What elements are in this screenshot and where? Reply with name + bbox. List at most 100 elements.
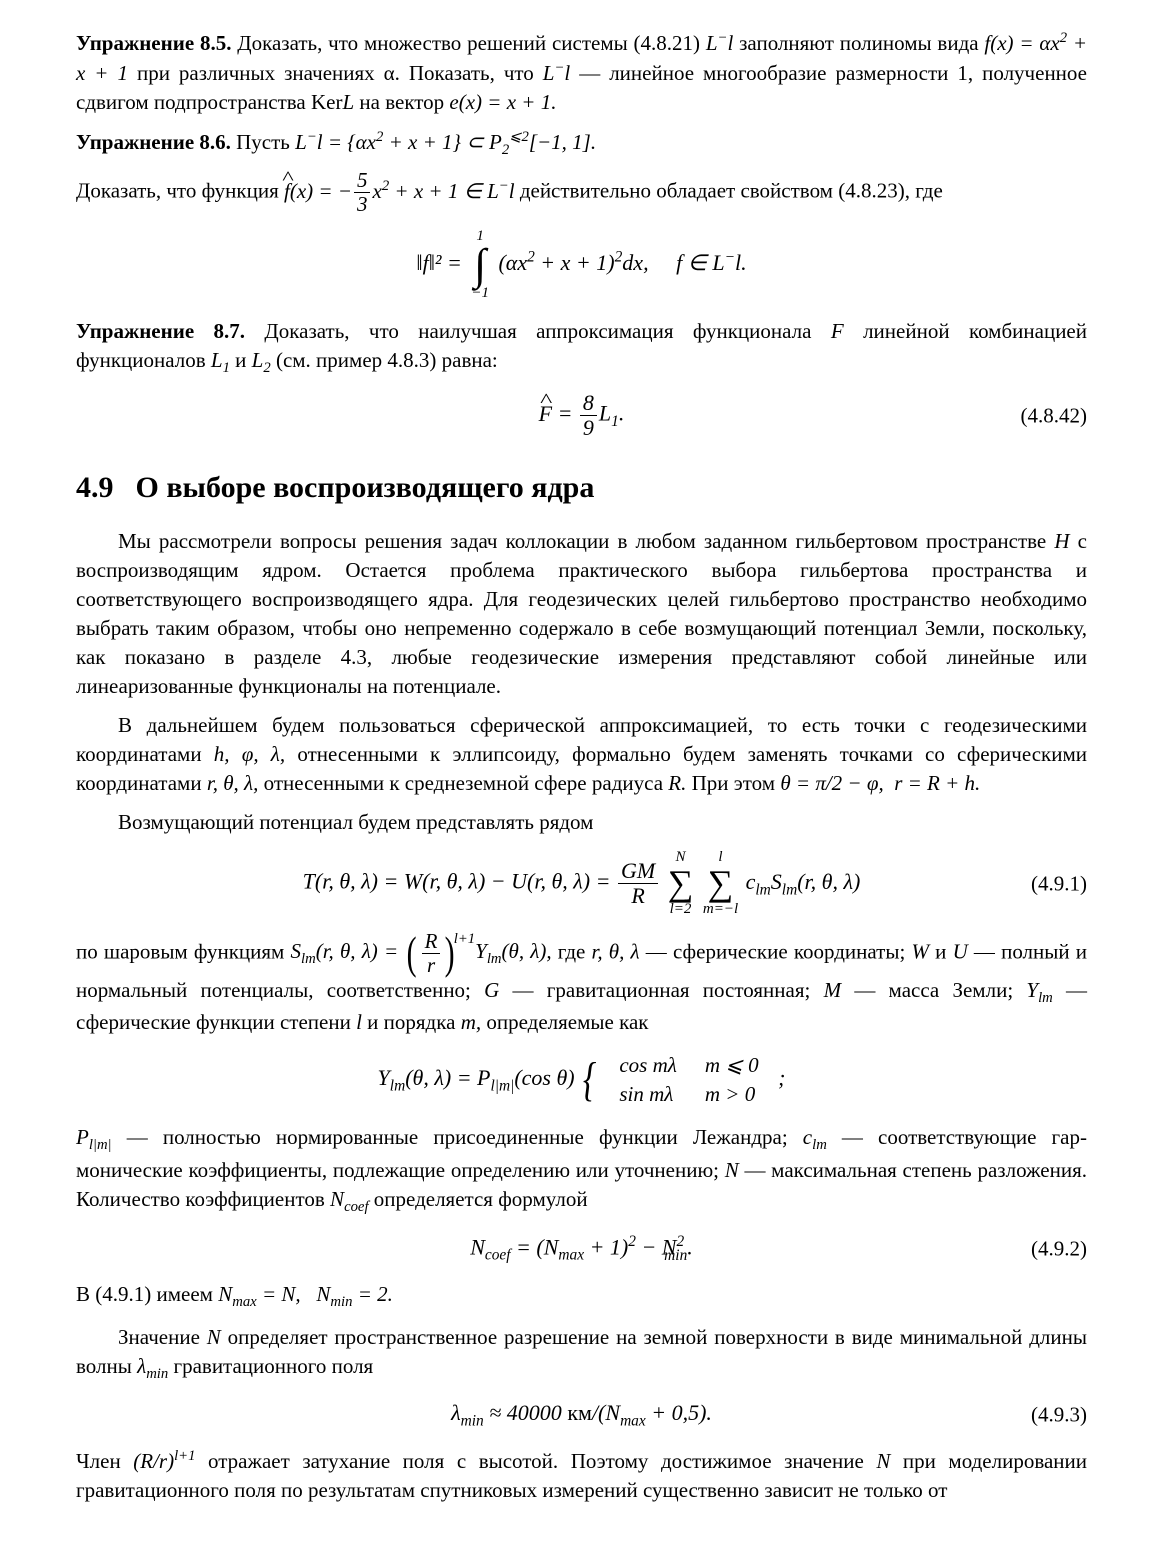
eq491-body: clmSlm(r, θ, λ) [746,869,861,894]
math-lambda-min: λmin [137,1354,168,1378]
exercise-8-7-text-a: Доказать, что наилучшая аппроксимация фу… [264,319,830,343]
coords2: r, θ, λ, [207,771,259,795]
para2-c: отнесенными к среднеземной сфере радиуса [258,771,668,795]
exercise-8-6-label: Упражнение 8.6. [76,130,231,154]
math-Nmax: Nmax = N, [218,1282,300,1306]
eq-norm-body: (αx2 + x + 1)2dx, [498,250,648,275]
math-ex: e(x) = x + 1. [449,90,556,114]
para4-b: где [552,939,592,963]
eqnum-4-9-1: (4.9.1) [1031,869,1087,898]
math-m: m, [461,1010,481,1034]
math-clm: clm [803,1125,827,1149]
para8-b: отражает затухание поля с высотой. Поэто… [195,1449,876,1473]
exercise-8-6-line1: Упражнение 8.6. Пусть L−l = {αx2 + x + 1… [76,127,1087,160]
math-N3: N [876,1449,890,1473]
para3-a: Возмущающий потенциал будем представлять… [118,810,593,834]
eq493-body: λmin ≈ 40000 км/(Nmax + 0,5). [451,1398,712,1432]
paragraph-2: В дальнейшем будем пользоваться сферичес… [76,711,1087,798]
exercise-8-7-text-c: (см. пример 4.8.3) равна: [271,348,498,372]
para5-a: — полностью нормированные присоединенные… [112,1125,803,1149]
math-G: G [484,978,499,1002]
math-r-eq: r = R + h. [894,771,980,795]
eq492-body: Ncoef = (Nmax + 1)2 − N2min. [470,1231,693,1266]
para4-c: — сферические координаты; [640,939,912,963]
equation-Ylm: Ylm(θ, λ) = Pl|m|(cos θ) { cos mλm ⩽ 0 s… [76,1051,1087,1109]
paragraph-3: Возмущающий потенциал будем представлять… [76,808,1087,837]
math-Nmin: Nmin = 2. [316,1282,392,1306]
equation-4-8-42: F = 89L1. (4.8.42) [76,392,1087,439]
F-hat: F [539,399,552,429]
math-L2: L2 [252,348,271,372]
case2-expr: sin mλ [605,1080,691,1109]
eq491-lhs: T(r, θ, λ) = W(r, θ, λ) − U(r, θ, λ) = [303,869,616,894]
section-title: О выборе воспроизводящего ядра [136,471,595,504]
para7-c: гравитационного поля [168,1354,373,1378]
math-M: M [824,978,842,1002]
exercise-8-6-line1-a: Пусть [236,130,295,154]
page-content: Упражнение 8.5. Доказать, что множество … [0,0,1157,1555]
cases-tail: ; [778,1065,785,1090]
equation-4-9-1: T(r, θ, λ) = W(r, θ, λ) − U(r, θ, λ) = G… [76,850,1087,916]
equation-4-9-3: λmin ≈ 40000 км/(Nmax + 0,5). (4.9.3) [76,1398,1087,1432]
case1-expr: cos mλ [605,1051,691,1080]
vars-rtl: r, θ, λ [592,939,640,963]
exercise-8-5-text-b: заполняют полиномы ви­да [733,31,984,55]
math-L1: L1 [211,348,230,372]
paragraph-4: по шаровым функциям Slm(r, θ, λ) = (Rr)l… [76,931,1087,1037]
Rr-power: (Rr)l+1 [404,931,475,976]
section-number: 4.9 [76,471,114,504]
para6-a: В (4.9.1) имеем [76,1282,218,1306]
section-4-9-heading: 4.9 О выборе воспроизводящего ядра [76,467,1087,508]
exercise-8-7: Упражнение 8.7. Доказать, что наилучшая … [76,317,1087,378]
paragraph-6: В (4.9.1) имеем Nmax = N, Nmin = 2. [76,1280,1087,1312]
para5-d: определяется формулой [369,1187,588,1211]
sum-2: l ∑ m=−l [703,850,738,916]
exercise-8-5-text-a: Доказать, что множество решений системы … [237,31,706,55]
math-Plm: Pl|m| [76,1125,112,1149]
para1-b: с воспроизводящим ядром. Остается пробле… [76,529,1087,698]
para4-f: — гравитационная постоянная; [499,978,823,1002]
and-text: и [230,348,252,372]
math-N: N [725,1158,739,1182]
math-Ncoef: Ncoef [330,1187,368,1211]
math-W: W [911,939,929,963]
sum-1: N ∑ l=2 [668,850,694,916]
eqnum-4-9-2: (4.9.2) [1031,1234,1087,1263]
para1-a: Мы рассмотрели вопросы решения задач кол… [118,529,1054,553]
eq-norm-left: ‖f‖² = [416,250,467,275]
math-L-l-2: L−l [543,61,570,85]
cases-table: cos mλm ⩽ 0 sin mλm > 0 [605,1051,772,1109]
math-F: F [831,319,844,343]
math-H: H [1054,529,1069,553]
math-U: U [953,939,968,963]
cases-brace: { cos mλm ⩽ 0 sin mλm > 0 [580,1051,772,1109]
eqnum-4-9-3: (4.9.3) [1031,1400,1087,1429]
eqnum-4-8-42: (4.8.42) [1021,401,1088,430]
math-Slm: Slm(r, θ, λ) = [291,939,405,963]
math-Rr-power: (R/r)l+1 [133,1449,195,1473]
math-Ylm2: Ylm [1026,978,1052,1002]
math-L-l-set: L−l = {αx2 + x + 1} ⊂ P2⩽2[−1, 1]. [295,130,596,154]
integral-symbol: 1 ∫ −1 [471,229,489,301]
paragraph-1: Мы рассмотрели вопросы решения задач кол… [76,527,1087,701]
para4-i: и порядка [362,1010,461,1034]
coords1: h, φ, λ, [214,742,285,766]
exercise-8-5-text-c: при различных значениях α. Показать, что [128,61,543,85]
para2-d: При этом [686,771,780,795]
paragraph-7: Значение N определяет пространственное р… [76,1323,1087,1384]
math-theta-eq: θ = π/2 − φ, [780,771,883,795]
exercise-8-5-label: Упражнение 8.5. [76,31,231,55]
exercise-8-6-line2-b: действительно обладает свойством (4.8.23… [515,179,943,203]
para4-a: по шаровым функциям [76,939,291,963]
math-L-l-1: L−l [706,31,733,55]
math-kerL: KerL [311,90,354,114]
equation-norm: ‖f‖² = 1 ∫ −1 (αx2 + x + 1)2dx, f ∈ L−l. [76,229,1087,301]
para4-j: определяемые как [481,1010,648,1034]
case1-cond: m ⩽ 0 [691,1051,773,1080]
math-R: R. [668,771,686,795]
exercise-8-7-label: Упражнение 8.7. [76,319,245,343]
math-fhat: f(x) = −53x2 + x + 1 ∈ L−l [284,179,515,203]
para4-d: и [929,939,953,963]
eq-norm-cond: f ∈ L−l. [676,250,747,275]
para7-a: Значение [118,1325,207,1349]
